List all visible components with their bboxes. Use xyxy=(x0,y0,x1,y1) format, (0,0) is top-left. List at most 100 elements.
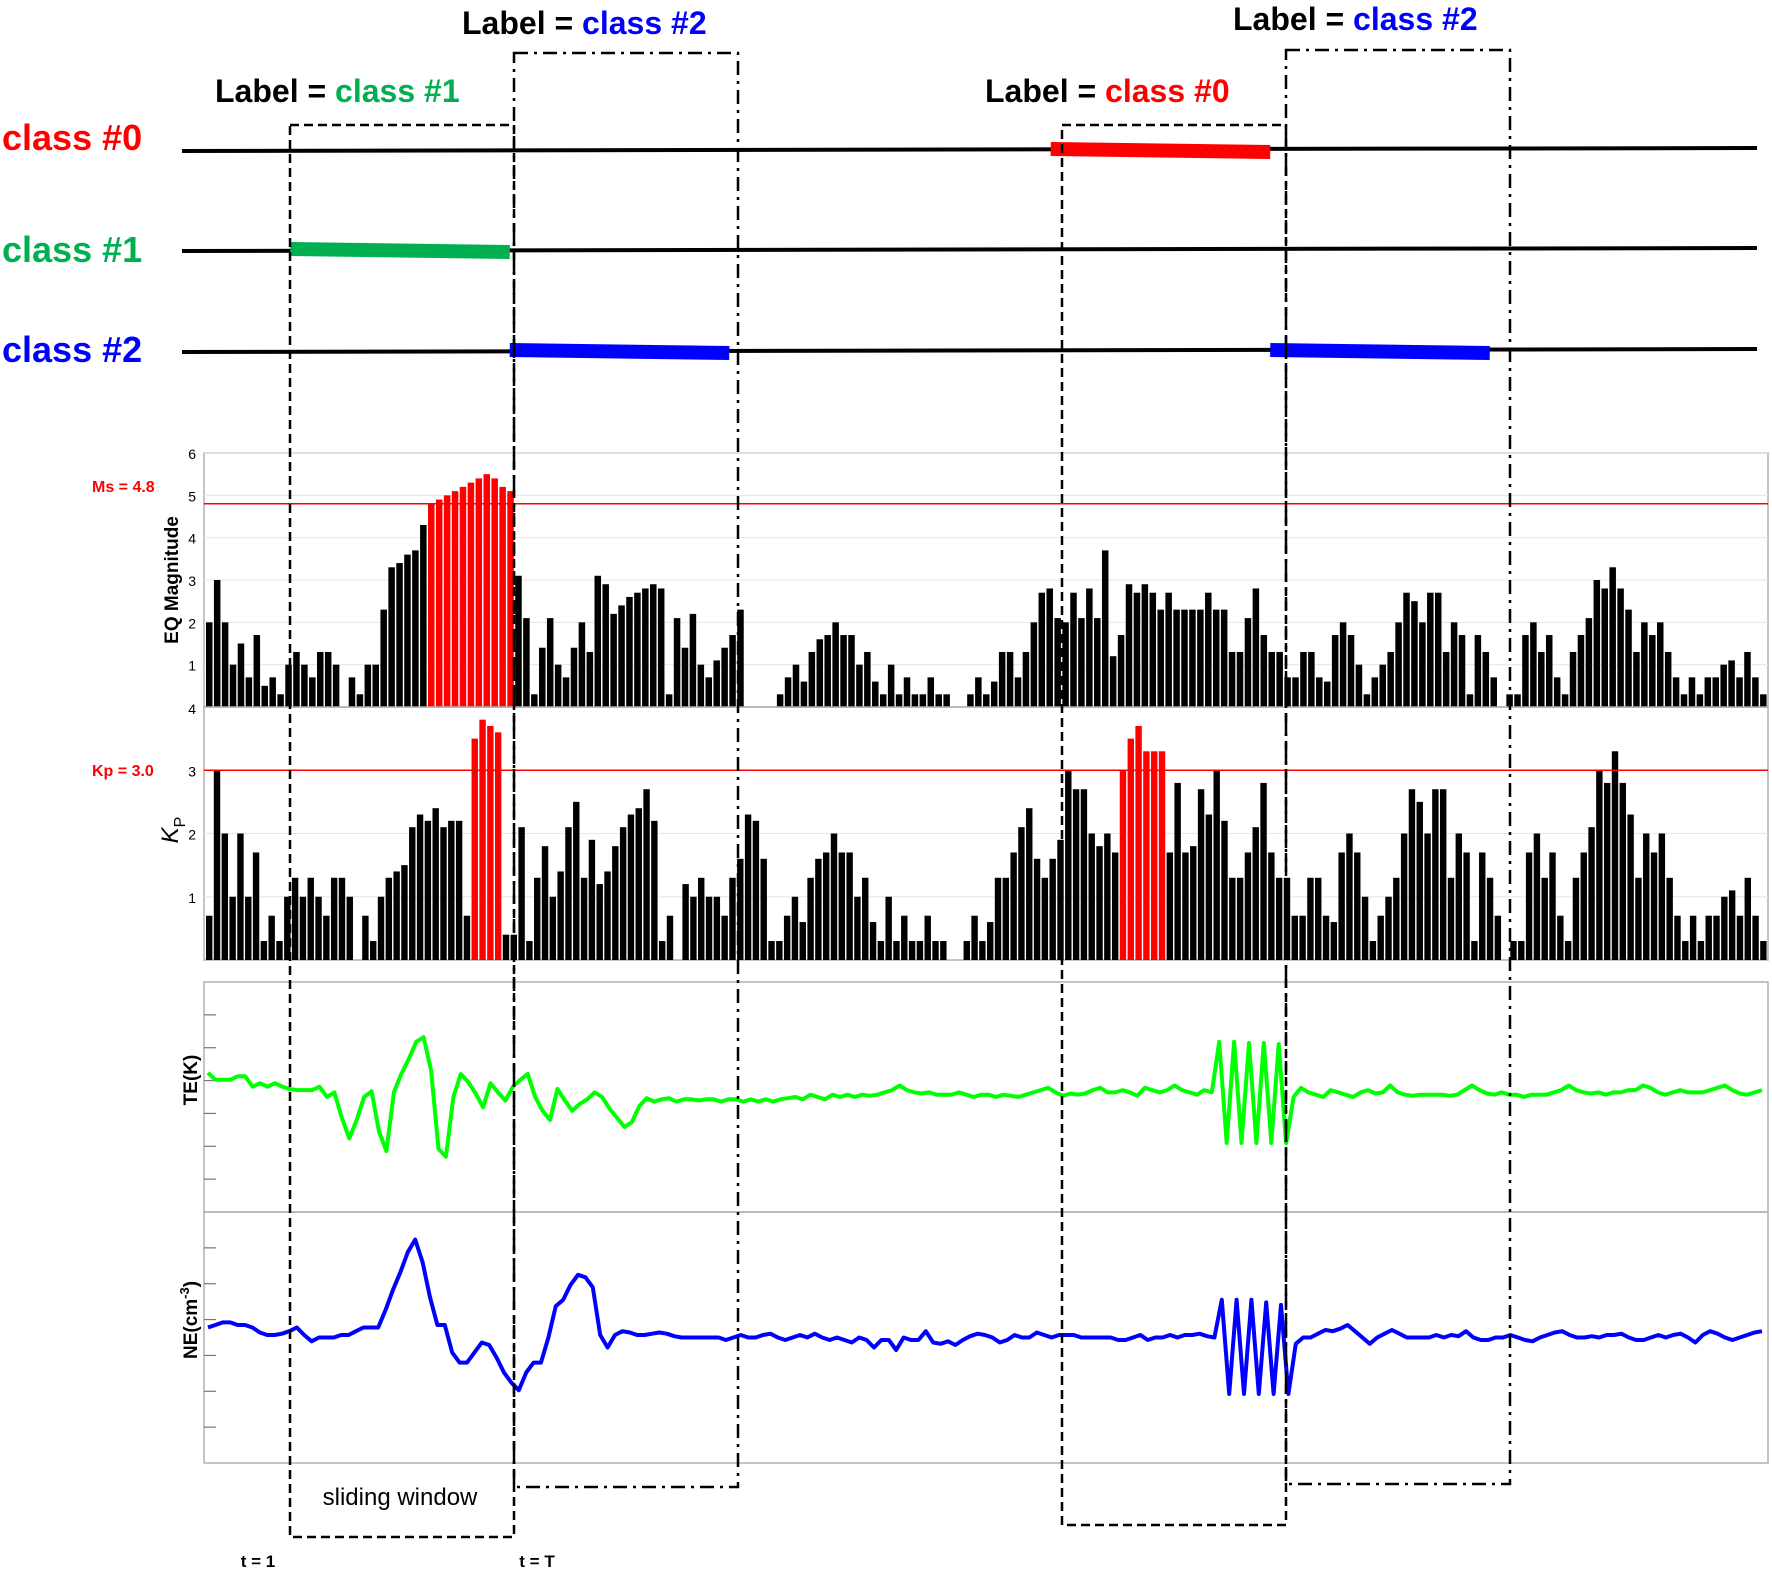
kp-ytick-1: 1 xyxy=(188,890,196,906)
kp-ytick-3: 3 xyxy=(188,763,196,779)
ne-ylabel: NE(cm-3) xyxy=(177,1281,202,1359)
kp-bar xyxy=(721,915,728,960)
eq-bar xyxy=(872,681,879,707)
kp-bar xyxy=(1463,852,1470,960)
kp-bar xyxy=(1143,751,1150,960)
eq-bar xyxy=(380,609,387,707)
eq-ytick-6: 6 xyxy=(188,446,196,462)
eq-bar xyxy=(372,664,380,707)
eq-ytick-1: 1 xyxy=(188,658,196,674)
eq-bar xyxy=(404,554,411,707)
eq-bar xyxy=(388,567,395,707)
eq-bar xyxy=(626,596,633,707)
eq-bar xyxy=(491,478,498,707)
kp-bar xyxy=(737,858,744,960)
kp-bar xyxy=(1705,915,1712,960)
eq-bar xyxy=(1696,694,1704,707)
time-label-tT: t = T xyxy=(519,1552,555,1571)
eq-bar xyxy=(998,651,1006,707)
kp-bar xyxy=(401,865,408,960)
ne-panel xyxy=(203,1211,1769,1464)
eq-bar xyxy=(1538,651,1545,707)
kp-bar xyxy=(1432,789,1439,960)
eq-bar xyxy=(1585,618,1593,707)
kp-bar xyxy=(830,833,838,960)
kp-bar xyxy=(549,896,557,960)
kp-bar xyxy=(1315,877,1322,960)
te-frame xyxy=(203,981,1769,1213)
kp-bar xyxy=(1408,789,1416,960)
eq-bar xyxy=(229,664,237,707)
eq-bar xyxy=(554,664,562,707)
timeline-class2 xyxy=(181,347,1758,354)
kp-bar xyxy=(502,934,510,960)
window-label-1: Label = class #1 xyxy=(215,73,460,109)
eq-bar xyxy=(1617,588,1624,707)
eq-bar xyxy=(935,694,942,707)
eq-bar xyxy=(507,491,514,707)
kp-bar xyxy=(393,871,400,960)
eq-bar xyxy=(729,635,736,707)
eq-bar xyxy=(1649,635,1656,707)
eq-bar xyxy=(792,664,800,707)
eq-bar xyxy=(1054,618,1061,707)
eq-ylabel: EQ Magnitude xyxy=(162,516,183,644)
kp-bar xyxy=(1627,814,1634,960)
kp-bar xyxy=(1572,877,1580,960)
kp-bar xyxy=(846,852,853,960)
eq-bar xyxy=(911,694,919,707)
eq-bar xyxy=(975,677,982,707)
kp-bar xyxy=(1518,941,1525,960)
eq-bar xyxy=(261,685,269,707)
eq-bar xyxy=(1062,622,1069,707)
kp-bar xyxy=(1525,852,1533,960)
ne-ylabel-main: NE(cm xyxy=(181,1299,202,1359)
eq-bar xyxy=(1553,677,1561,707)
kp-bar xyxy=(580,877,588,960)
eq-bar xyxy=(1530,622,1537,707)
kp-bar xyxy=(1182,852,1189,960)
kp-bar xyxy=(940,941,947,960)
window-label-4-prefix: Label = xyxy=(1233,1,1353,37)
eq-bar xyxy=(1363,694,1371,707)
eq-bar xyxy=(1490,677,1497,707)
eq-bar xyxy=(546,618,554,707)
kp-bar xyxy=(448,820,455,960)
kp-bar xyxy=(729,877,736,960)
kp-bar xyxy=(705,896,713,960)
eq-bar xyxy=(578,622,586,707)
kp-bar xyxy=(1291,915,1298,960)
eq-bar xyxy=(983,694,990,707)
legend-class1: class #1 xyxy=(2,229,142,270)
eq-bar xyxy=(277,694,284,707)
eq-bar xyxy=(1387,651,1394,707)
eq-bar xyxy=(1331,635,1339,707)
kp-bar xyxy=(1400,833,1408,960)
eq-ytick-bottom: 4 xyxy=(188,701,196,717)
kp-bar xyxy=(1447,877,1455,960)
eq-bar xyxy=(943,694,950,707)
eq-bar xyxy=(1403,592,1410,707)
eq-bar xyxy=(443,495,451,707)
te-ylabel: TE(K) xyxy=(181,1055,202,1106)
kp-bar xyxy=(1307,877,1314,960)
kp-bar xyxy=(627,814,635,960)
kp-bar xyxy=(807,877,814,960)
eq-bar xyxy=(816,639,824,707)
kp-bar xyxy=(455,820,463,960)
eq-bar xyxy=(309,677,316,707)
eq-bar xyxy=(221,622,229,707)
kp-bar xyxy=(963,941,970,960)
kp-bar xyxy=(1611,751,1619,960)
kp-bar xyxy=(924,915,931,960)
eq-bar xyxy=(1752,677,1759,707)
kp-bar xyxy=(596,884,603,960)
eq-bar xyxy=(499,486,506,707)
target-window-1 xyxy=(512,51,740,1489)
eq-bar xyxy=(332,664,340,707)
kp-bar xyxy=(1424,833,1431,960)
kp-bar xyxy=(1557,915,1564,960)
eq-bar xyxy=(1442,651,1450,707)
time-label-t1: t = 1 xyxy=(241,1552,276,1571)
